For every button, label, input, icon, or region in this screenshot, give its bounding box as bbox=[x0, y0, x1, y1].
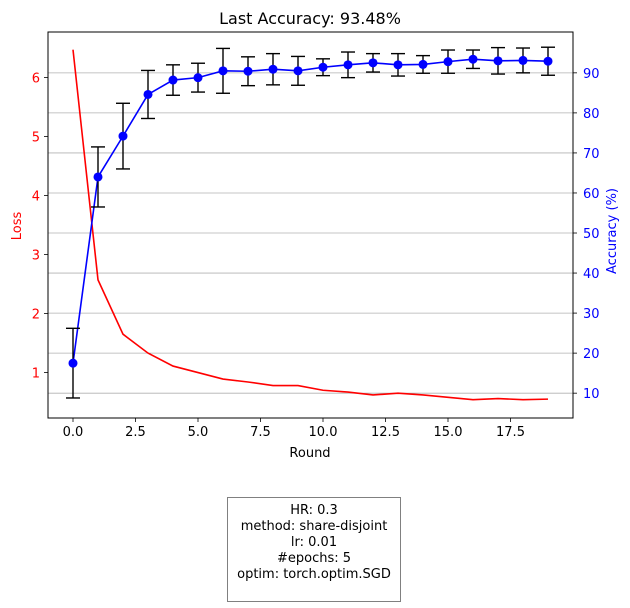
accuracy-point bbox=[468, 54, 478, 64]
accuracy-point bbox=[343, 60, 353, 70]
x-tick-label: 10.0 bbox=[309, 425, 338, 440]
accuracy-point bbox=[518, 55, 528, 65]
info-line-epochs: #epochs: 5 bbox=[276, 551, 352, 566]
left-y-tick-label: 3 bbox=[32, 249, 40, 264]
right-y-tick-label: 10 bbox=[583, 387, 600, 402]
series-layer bbox=[66, 46, 555, 401]
left-y-tick-label: 1 bbox=[32, 367, 40, 382]
x-tick-label: 17.5 bbox=[496, 425, 525, 440]
x-tick-label: 12.5 bbox=[371, 425, 400, 440]
right-y-tick-label: 70 bbox=[583, 147, 600, 162]
right-y-tick-label: 30 bbox=[583, 307, 600, 322]
left-y-tick-label: 4 bbox=[32, 189, 40, 204]
x-tick-label: 7.5 bbox=[250, 425, 271, 440]
x-axis-label: Round bbox=[289, 446, 330, 461]
accuracy-point bbox=[168, 75, 178, 85]
accuracy-point bbox=[243, 66, 253, 76]
accuracy-point bbox=[293, 66, 303, 76]
left-y-tick-label: 5 bbox=[32, 130, 40, 145]
left-axis-label: Loss bbox=[10, 212, 25, 241]
accuracy-point bbox=[93, 172, 103, 182]
right-axis-label: Accuracy (%) bbox=[605, 188, 620, 274]
x-tick-label: 15.0 bbox=[434, 425, 463, 440]
right-y-tick-label: 60 bbox=[583, 187, 600, 202]
accuracy-point bbox=[318, 62, 328, 72]
accuracy-point bbox=[418, 59, 428, 69]
info-line-hr: HR: 0.3 bbox=[290, 503, 338, 518]
right-y-tick-label: 90 bbox=[583, 67, 600, 82]
accuracy-point bbox=[543, 56, 553, 66]
accuracy-point bbox=[493, 56, 503, 66]
axes-layer: 0.0 2.5 5.0 7.5 10.0 12.5 15.0 17.5 1 2 3 4 5 6 10 20 30… bbox=[32, 67, 600, 440]
accuracy-point bbox=[443, 57, 453, 67]
accuracy-point bbox=[368, 58, 378, 68]
left-y-tick-label: 6 bbox=[32, 71, 40, 86]
accuracy-point bbox=[68, 358, 78, 368]
accuracy-point bbox=[118, 131, 128, 141]
info-box: HR: 0.3 method: share-disjoint lr: 0.01 … bbox=[227, 497, 401, 602]
accuracy-point bbox=[218, 66, 228, 76]
info-line-method: method: share-disjoint bbox=[240, 519, 388, 534]
grid-lines bbox=[48, 72, 573, 394]
right-y-tick-label: 20 bbox=[583, 347, 600, 362]
x-tick-label: 0.0 bbox=[63, 425, 84, 440]
right-y-tick-label: 50 bbox=[583, 227, 600, 242]
info-line-lr: lr: 0.01 bbox=[290, 535, 338, 550]
accuracy-point bbox=[143, 89, 153, 99]
accuracy-point bbox=[393, 60, 403, 70]
right-y-tick-label: 40 bbox=[583, 267, 600, 282]
info-line-optim: optim: torch.optim.SGD bbox=[237, 567, 391, 582]
accuracy-line bbox=[72, 58, 549, 364]
chart-title: Last Accuracy: 93.48% bbox=[219, 9, 401, 28]
right-y-tick-label: 80 bbox=[583, 107, 600, 122]
accuracy-point bbox=[193, 73, 203, 83]
accuracy-point bbox=[268, 64, 278, 74]
x-tick-label: 2.5 bbox=[125, 425, 146, 440]
x-tick-label: 5.0 bbox=[188, 425, 209, 440]
loss-line bbox=[72, 49, 549, 401]
plot-frame bbox=[47, 31, 574, 419]
left-y-tick-label: 2 bbox=[32, 308, 40, 323]
